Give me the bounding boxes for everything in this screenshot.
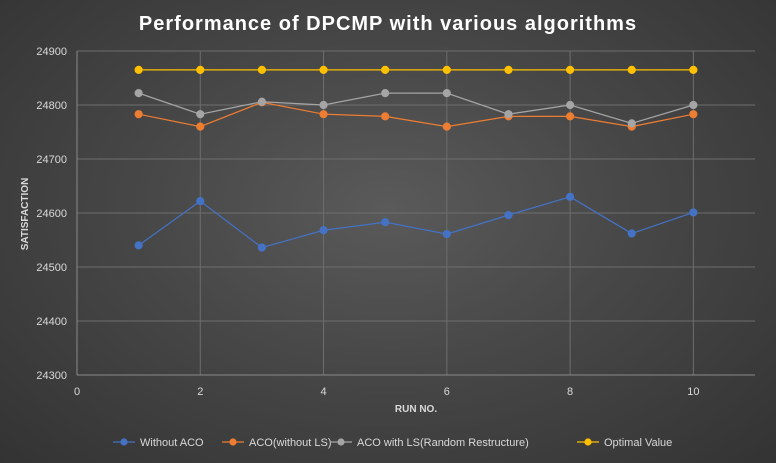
- data-point: [196, 65, 205, 75]
- x-tick-label: 0: [74, 386, 80, 398]
- data-point: [442, 122, 451, 131]
- series-line: [138, 196, 694, 249]
- data-point: [504, 110, 513, 119]
- data-point: [196, 197, 205, 206]
- legend-entry-label: Without ACO: [140, 437, 204, 449]
- data-point: [627, 119, 636, 128]
- series-group: [134, 98, 698, 131]
- data-point: [381, 89, 390, 98]
- data-point: [442, 89, 451, 98]
- series-line: [138, 101, 694, 128]
- data-point: [319, 100, 328, 110]
- data-point: [196, 122, 205, 131]
- data-point: [504, 65, 513, 75]
- data-point: [257, 243, 267, 252]
- series-group: [134, 192, 698, 252]
- data-point: [565, 65, 575, 75]
- x-axis-label: RUN NO.: [395, 404, 437, 415]
- data-point: [381, 218, 390, 227]
- legend-swatch-marker: [120, 438, 128, 446]
- legend-swatch-marker: [229, 438, 237, 446]
- data-point: [565, 112, 575, 121]
- chart-title: Performance of DPCMP with various algori…: [139, 13, 637, 35]
- y-axis-label: SATISFACTION: [20, 178, 31, 251]
- series-group: [134, 89, 698, 128]
- data-point: [689, 110, 698, 119]
- data-point: [134, 65, 143, 75]
- y-tick-label: 24400: [36, 316, 67, 328]
- data-point: [134, 110, 143, 119]
- legend: Without ACO ACO(without LS) ACO with LS(Ra…: [113, 437, 672, 449]
- data-point: [565, 192, 575, 201]
- y-tick-label: 24900: [36, 46, 67, 58]
- x-tick-label: 6: [444, 386, 450, 398]
- data-point: [689, 65, 698, 75]
- data-point: [319, 65, 328, 75]
- data-point: [134, 89, 143, 98]
- data-point: [381, 65, 390, 75]
- x-tick-label: 10: [687, 386, 699, 398]
- data-point: [689, 100, 698, 110]
- y-tick-label: 24500: [36, 262, 67, 274]
- legend-entry-label: ACO(without LS): [249, 437, 332, 449]
- y-axis-ticks: 24300 24400 24500 24600 24700 24800 24900: [36, 46, 67, 382]
- data-point: [134, 241, 143, 250]
- data-point: [689, 208, 698, 217]
- x-axis-ticks: 0 2 4 6 8 10: [74, 386, 700, 398]
- data-point: [319, 226, 328, 235]
- legend-swatch-marker: [337, 438, 345, 446]
- y-tick-label: 24800: [36, 100, 67, 112]
- series-group: [134, 65, 698, 75]
- y-tick-label: 24300: [36, 370, 67, 382]
- series-line: [138, 92, 694, 125]
- data-point: [627, 229, 636, 238]
- grid: [76, 50, 755, 376]
- data-point: [627, 65, 636, 75]
- data-point: [504, 211, 513, 220]
- legend-entry-label: Optimal Value: [604, 437, 672, 449]
- data-point: [565, 100, 575, 110]
- data-point: [196, 110, 205, 119]
- data-point: [442, 229, 451, 239]
- data-point: [257, 65, 267, 75]
- data-point: [257, 97, 267, 106]
- data-point: [381, 112, 390, 121]
- data-point: [319, 110, 328, 119]
- data-point: [442, 65, 451, 75]
- x-tick-label: 8: [567, 386, 573, 398]
- y-tick-label: 24700: [36, 154, 67, 166]
- series: [134, 65, 698, 252]
- x-tick-label: 2: [197, 386, 203, 398]
- x-tick-label: 4: [320, 386, 326, 398]
- legend-entry-label: ACO with LS(Random Restructure): [357, 437, 529, 449]
- y-tick-label: 24600: [36, 208, 67, 220]
- legend-swatch-marker: [584, 438, 592, 446]
